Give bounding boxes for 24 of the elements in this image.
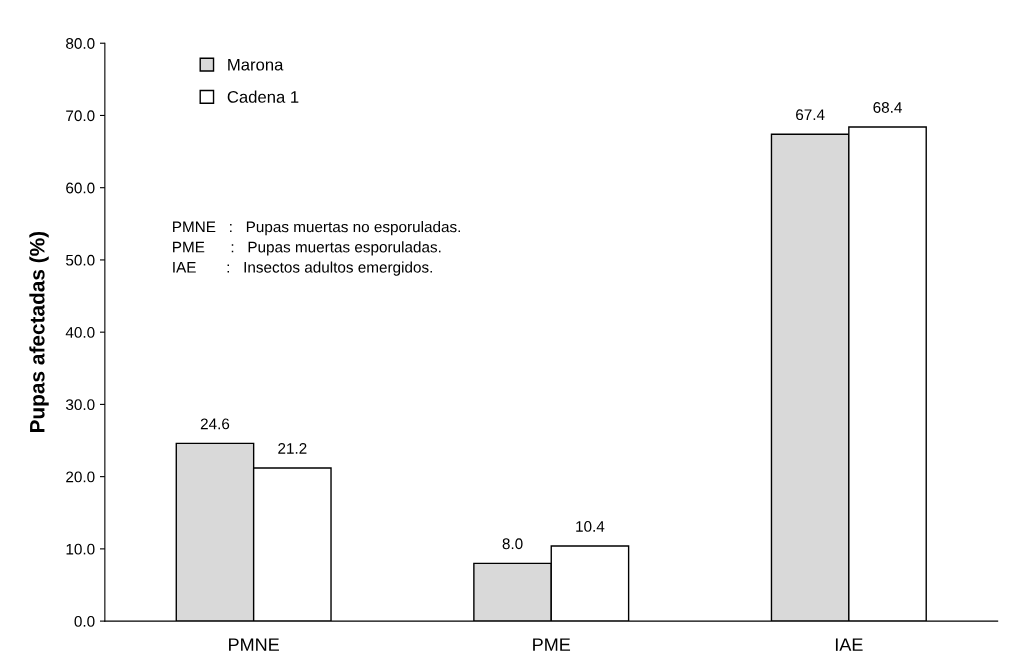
- annotation: IAE : Insectos adultos emergidos.: [173, 261, 432, 276]
- data-label: 68.4: [873, 102, 902, 113]
- y-tick-label: 60.0: [66, 182, 95, 194]
- data-label: 10.4: [576, 521, 605, 532]
- data-label: 21.2: [278, 443, 307, 454]
- y-tick-label: 20.0: [66, 471, 95, 483]
- y-tick-label: 40.0: [65, 327, 95, 338]
- data-label: 8.0: [502, 538, 523, 550]
- x-tick-label: PME: [533, 638, 571, 651]
- legend-label: Cadena 1: [227, 90, 299, 103]
- annotation: PME : Pupas muertas esporuladas.: [173, 241, 441, 256]
- legend-label: Marona: [228, 58, 284, 71]
- y-axis-title: Pupas afectadas (%): [29, 231, 49, 433]
- y-tick-label: 80.0: [66, 38, 95, 49]
- x-tick-label: PMNE: [229, 638, 279, 651]
- data-label: 24.6: [200, 418, 230, 430]
- y-tick-label: 0.0: [74, 615, 95, 627]
- annotation: PMNE : Pupas muertas no esporuladas.: [173, 221, 460, 236]
- y-tick-label: 10.0: [66, 543, 95, 555]
- y-tick-label: 70.0: [66, 110, 95, 122]
- x-tick-label: IAE: [835, 638, 863, 651]
- y-tick-label: 30.0: [65, 399, 95, 411]
- y-tick-label: 50.0: [66, 254, 95, 266]
- data-label: 67.4: [796, 109, 825, 121]
